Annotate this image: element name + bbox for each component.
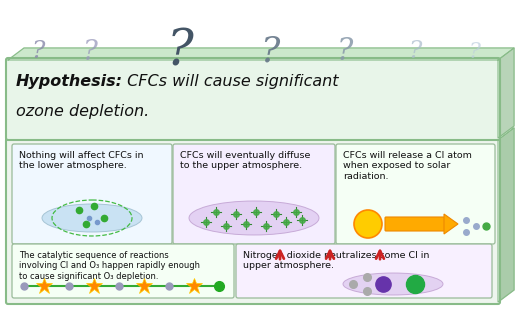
Polygon shape bbox=[498, 128, 514, 302]
FancyBboxPatch shape bbox=[385, 217, 445, 231]
FancyBboxPatch shape bbox=[236, 244, 492, 298]
FancyBboxPatch shape bbox=[6, 138, 500, 304]
Text: CFCs will cause significant: CFCs will cause significant bbox=[122, 74, 339, 89]
Text: CFCs will release a Cl atom
when exposed to solar
radiation.: CFCs will release a Cl atom when exposed… bbox=[343, 151, 472, 181]
Text: CFCs will eventually diffuse
to the upper atmosphere.: CFCs will eventually diffuse to the uppe… bbox=[180, 151, 310, 170]
Text: ?: ? bbox=[408, 40, 422, 64]
FancyBboxPatch shape bbox=[12, 144, 172, 244]
Text: ?: ? bbox=[82, 39, 98, 65]
Ellipse shape bbox=[189, 201, 319, 235]
Text: Hypothesis:: Hypothesis: bbox=[16, 74, 123, 89]
FancyBboxPatch shape bbox=[6, 58, 500, 140]
Text: ?: ? bbox=[260, 35, 280, 69]
Polygon shape bbox=[444, 214, 458, 234]
Text: The catalytic sequence of reactions
involving Cl and O₃ happen rapidly enough
to: The catalytic sequence of reactions invo… bbox=[19, 251, 200, 281]
FancyBboxPatch shape bbox=[173, 144, 335, 244]
Text: ?: ? bbox=[32, 40, 45, 64]
Ellipse shape bbox=[42, 204, 142, 232]
Polygon shape bbox=[498, 48, 514, 138]
Polygon shape bbox=[8, 48, 514, 60]
FancyBboxPatch shape bbox=[12, 244, 234, 298]
Text: Nothing will affect CFCs in
the lower atmosphere.: Nothing will affect CFCs in the lower at… bbox=[19, 151, 143, 170]
Polygon shape bbox=[8, 128, 514, 140]
Ellipse shape bbox=[343, 273, 443, 295]
Text: ?: ? bbox=[469, 41, 481, 63]
FancyBboxPatch shape bbox=[336, 144, 495, 244]
Circle shape bbox=[354, 210, 382, 238]
Text: ?: ? bbox=[337, 37, 353, 68]
Text: ozone depletion.: ozone depletion. bbox=[16, 104, 149, 119]
Text: Nitrogen dioxide neutralizes some Cl in
upper atmosphere.: Nitrogen dioxide neutralizes some Cl in … bbox=[243, 251, 429, 270]
Text: ?: ? bbox=[166, 27, 193, 77]
